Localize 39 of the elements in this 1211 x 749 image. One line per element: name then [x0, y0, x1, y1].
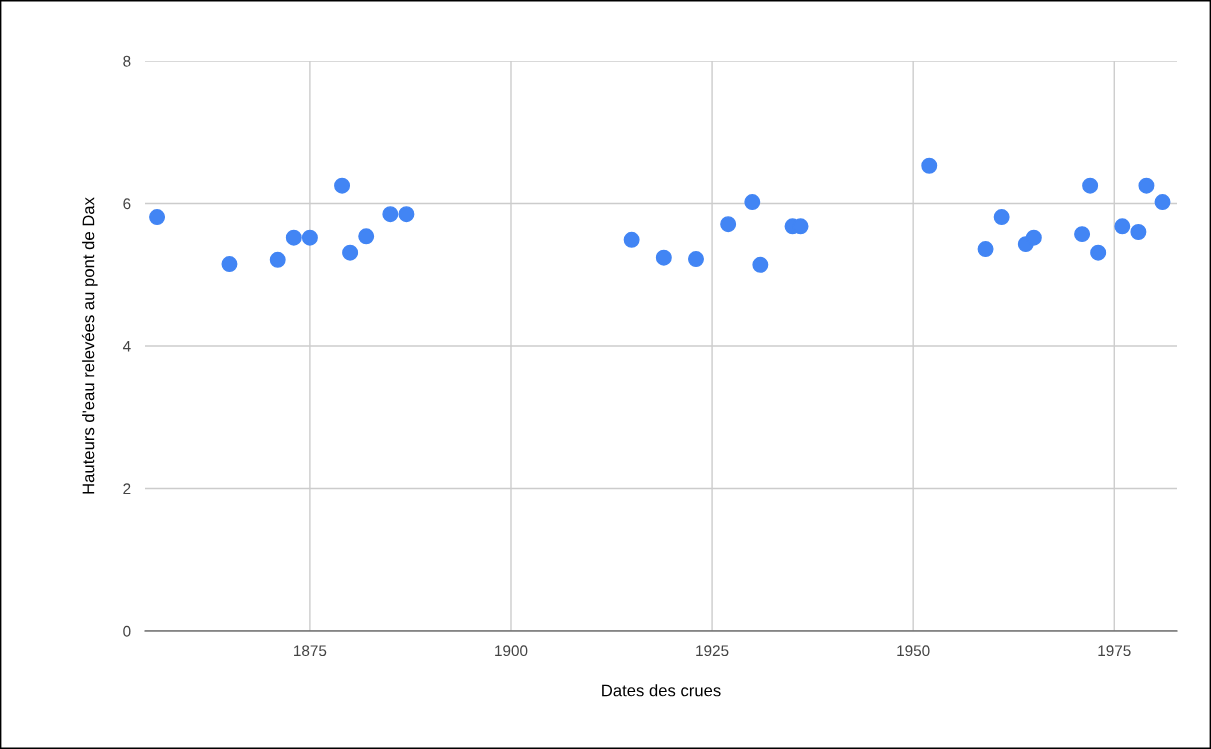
y-tick-label: 8	[123, 55, 131, 67]
point	[655, 249, 672, 266]
y-tick-label: 6	[123, 198, 131, 210]
point	[1130, 224, 1147, 240]
point	[1138, 177, 1155, 194]
x-tick-label: 1975	[1098, 645, 1131, 657]
point	[221, 256, 238, 273]
point	[1114, 218, 1131, 235]
point	[342, 244, 359, 261]
point	[1154, 194, 1171, 211]
point	[688, 251, 704, 268]
x-tick-label: 1875	[294, 645, 327, 657]
point	[1090, 244, 1107, 261]
point	[149, 209, 166, 226]
x-axis-title: Dates des crues	[602, 684, 721, 697]
point	[744, 194, 761, 211]
point	[382, 206, 399, 223]
point	[752, 256, 769, 273]
y-tick-label: 0	[123, 625, 131, 637]
point	[301, 229, 318, 246]
y-tick-label: 2	[123, 483, 131, 495]
point	[977, 241, 994, 258]
point	[993, 209, 1010, 226]
point	[1025, 229, 1042, 246]
y-tick-label: 4	[122, 341, 131, 352]
point	[623, 231, 640, 248]
point	[285, 229, 302, 246]
x-tick-label: 1900	[495, 645, 528, 657]
point	[1074, 226, 1091, 243]
point	[269, 251, 286, 268]
point	[334, 177, 351, 194]
point	[1082, 177, 1099, 194]
y-axis-title: Hauteurs d'eau relevées au pont de Dax	[81, 197, 98, 494]
point	[720, 216, 737, 233]
point	[921, 157, 938, 174]
point	[358, 228, 375, 245]
x-tick-label: 1950	[897, 645, 930, 657]
x-tick-label: 1925	[696, 645, 729, 657]
point	[398, 206, 415, 223]
